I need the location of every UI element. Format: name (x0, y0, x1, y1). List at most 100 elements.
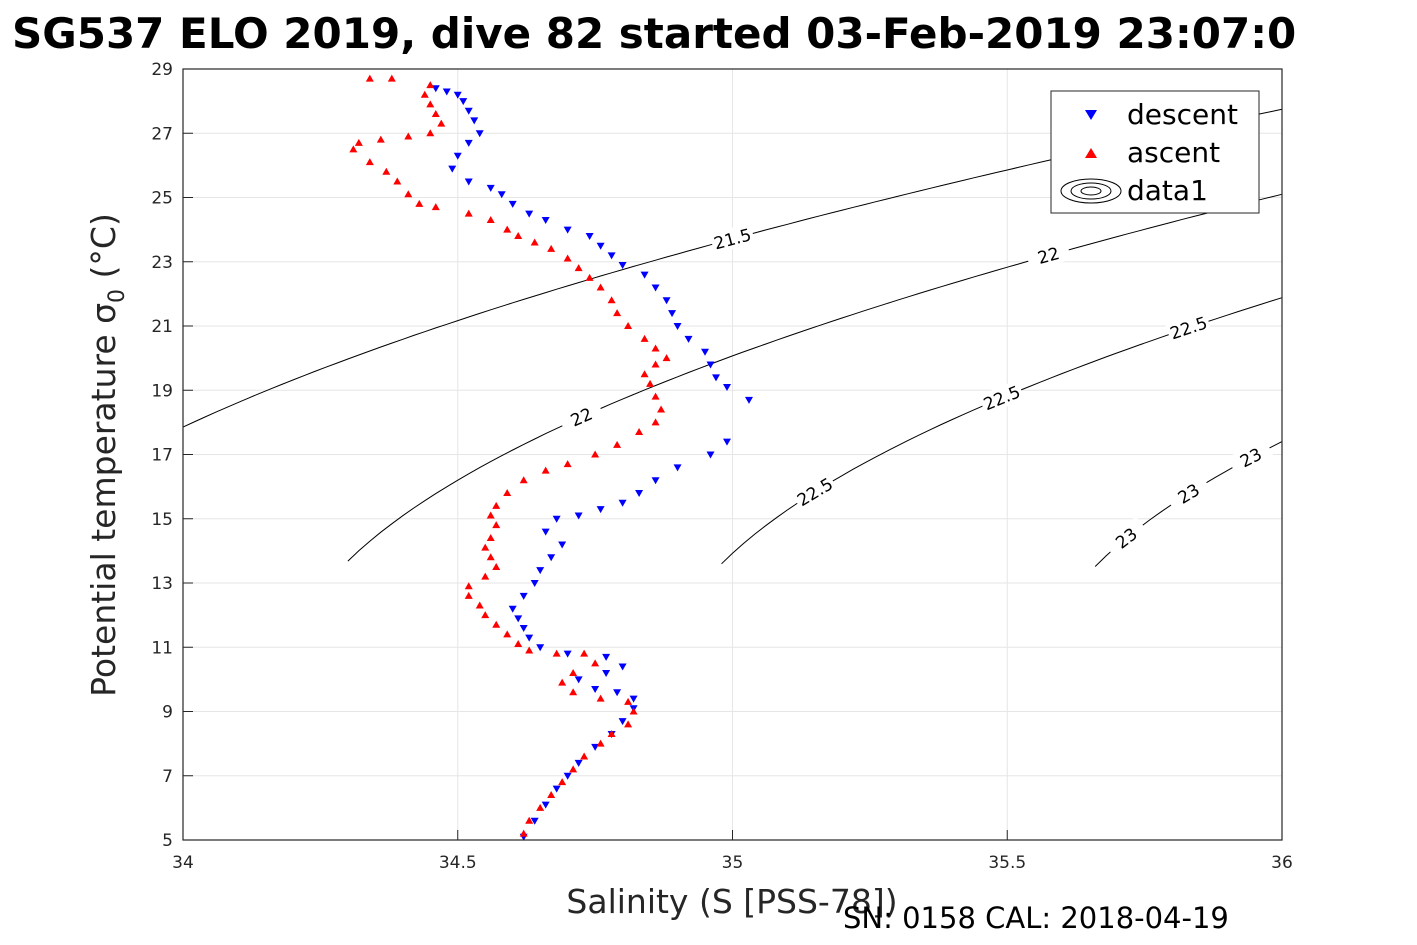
ascent-point (629, 707, 638, 715)
x-tick-label: 34.5 (439, 853, 477, 873)
descent-point (635, 490, 644, 498)
descent-point (591, 686, 600, 694)
y-tick-label: 13 (151, 574, 173, 594)
descent-point (701, 348, 710, 356)
ascent-point (486, 511, 495, 519)
descent-point (453, 91, 462, 99)
axis-ticks: 34 34.5 35 35.5 36 5 7 9 11 13 15 17 19 21 23 25 27 29 (151, 60, 1292, 873)
descent-point (530, 580, 539, 587)
ascent-point (547, 244, 556, 252)
descent-point (602, 669, 611, 677)
descent-point (530, 817, 539, 825)
descent-point (618, 499, 627, 507)
ascent-point (486, 534, 495, 542)
ascent-point (640, 334, 649, 342)
descent-point (706, 451, 715, 459)
descent-point (585, 233, 594, 241)
descent-point (744, 396, 753, 404)
descent-point (514, 615, 523, 623)
ascent-point (596, 739, 605, 747)
ascent-point (607, 729, 616, 737)
chart-title: SG537 ELO 2019, dive 82 started 03-Feb-2… (12, 9, 1296, 58)
y-axis-label-unit: (°C) (84, 213, 123, 289)
descent-point (459, 98, 468, 106)
descent-point (596, 506, 605, 514)
y-tick-label: 27 (151, 124, 173, 144)
ascent-point (415, 199, 424, 207)
legend-ascent-marker (1085, 148, 1097, 158)
descent-point (525, 634, 534, 642)
ascent-point (426, 81, 435, 89)
y-axis-label: Potential temperature σ0 (°C) (84, 213, 130, 697)
y-tick-label: 9 (162, 703, 173, 723)
ascent-point (481, 543, 490, 551)
contour-label-bg (1227, 438, 1275, 477)
ascent-point (525, 646, 534, 654)
x-tick-label: 35.5 (988, 853, 1026, 873)
ascent-point (646, 379, 655, 387)
ascent-point (464, 582, 473, 590)
y-axis-label-main: Potential temperature σ (84, 303, 123, 697)
ascent-point (547, 791, 556, 799)
descent-point (563, 226, 572, 234)
descent-point (668, 310, 677, 318)
descent-point (442, 88, 451, 96)
ascent-point (558, 778, 567, 786)
ascent-point (591, 450, 600, 458)
y-tick-label: 11 (151, 638, 173, 658)
ascent-point (624, 720, 633, 728)
legend-data1-label: data1 (1127, 174, 1208, 207)
ascent-point (563, 254, 572, 262)
descent-point (651, 477, 660, 485)
ascent-point (492, 562, 501, 570)
ascent-point (651, 418, 660, 426)
isopycnal-22 (347, 193, 1283, 562)
ascent-point (486, 215, 495, 223)
descent-point (470, 117, 479, 125)
ascent-point (596, 283, 605, 291)
x-tick-label: 35 (722, 853, 744, 873)
ascent-point (640, 370, 649, 378)
descent-point (519, 624, 528, 632)
descent-point (673, 323, 682, 330)
descent-point (706, 361, 715, 369)
ascent-point (613, 309, 622, 317)
descent-point (519, 592, 528, 600)
descent-point (684, 335, 693, 343)
y-tick-label: 7 (162, 767, 173, 787)
legend-descent-marker (1085, 110, 1097, 120)
ascent-point (365, 158, 374, 166)
ascent-point (651, 344, 660, 352)
descent-point (464, 178, 473, 186)
descent-point (602, 653, 611, 661)
ascent-point (404, 190, 413, 198)
x-tick-label: 34 (172, 853, 194, 873)
x-axis-label: Salinity (S [PSS-78]) (566, 882, 897, 921)
y-tick-label: 15 (151, 510, 173, 530)
ascent-point (580, 649, 589, 657)
contour-label-bg (557, 398, 605, 435)
ascent-point (624, 322, 633, 329)
ascent-point (624, 697, 633, 705)
descent-point (618, 718, 627, 726)
ascent-point (437, 119, 446, 127)
ascent-point (349, 145, 358, 153)
descent-point (552, 515, 561, 523)
descent-point (563, 650, 572, 658)
descent-point (558, 541, 567, 549)
descent-point (574, 759, 583, 767)
ascent-point (519, 829, 528, 837)
ascent-point (569, 765, 578, 773)
ascent-point (613, 440, 622, 448)
descent-point (723, 438, 732, 446)
ascent-point (475, 601, 484, 609)
x-tick-label: 36 (1271, 853, 1293, 873)
ascent-point (596, 694, 605, 702)
descent-point (629, 695, 638, 703)
ascent-point (486, 553, 495, 561)
ascent-point (492, 521, 501, 529)
contour-label-bg (1165, 310, 1212, 345)
ascent-point (569, 668, 578, 676)
y-axis-label-subscript: 0 (105, 289, 130, 303)
